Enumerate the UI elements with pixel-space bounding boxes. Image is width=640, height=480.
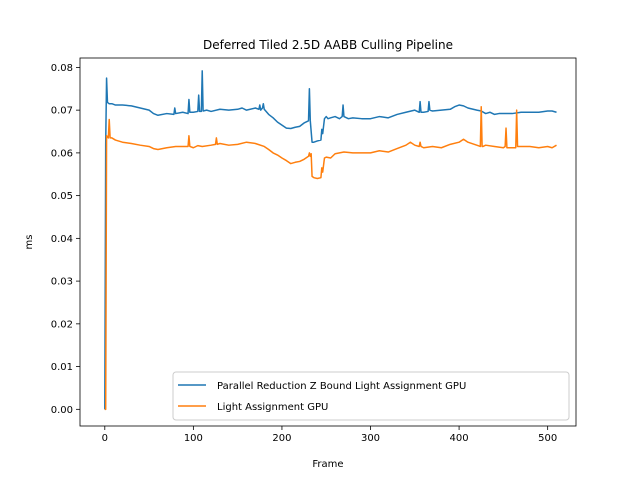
x-tick-label: 100 [184,433,203,444]
legend-label-1: Light Assignment GPU [217,402,328,413]
plot-area [79,57,577,427]
y-tick-label: 0.01 [51,362,73,373]
y-tick-label: 0.05 [51,191,73,202]
y-tick-label: 0.02 [51,319,73,330]
y-tick-label: 0.06 [51,148,73,159]
series-line-0 [104,70,557,410]
x-axis: 0 100 200 300 400 500 [102,426,557,444]
x-tick-label: 500 [538,433,557,444]
legend-box [172,371,570,421]
y-axis-label: ms [24,235,35,250]
x-tick-label: 0 [102,433,108,444]
series-line-1 [104,105,557,411]
x-axis-label: Frame [312,459,343,470]
chart-title: Deferred Tiled 2.5D AABB Culling Pipelin… [203,38,453,52]
x-tick-label: 400 [450,433,469,444]
x-tick-label: 300 [361,433,380,444]
x-tick-label: 200 [272,433,291,444]
y-axis: 0.00 0.01 0.02 0.03 0.04 0.05 0.06 0.07 0.08 [51,63,80,416]
y-tick-label: 0.03 [51,277,73,288]
y-tick-label: 0.00 [51,405,73,416]
y-tick-label: 0.04 [51,234,73,245]
y-tick-label: 0.07 [51,106,73,117]
y-tick-label: 0.08 [51,63,73,74]
axes-frame [79,57,577,427]
legend: Parallel Reduction Z Bound Light Assignm… [172,371,570,421]
legend-label-0: Parallel Reduction Z Bound Light Assignm… [217,381,466,392]
